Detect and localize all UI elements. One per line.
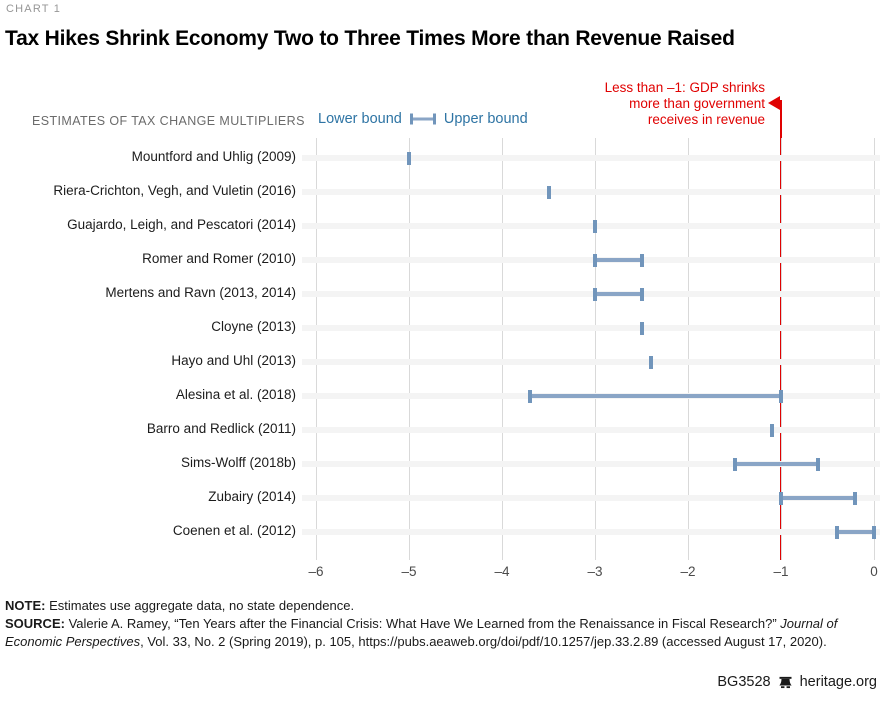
- vertical-gridline: [781, 138, 782, 560]
- plot-area: –6 –5 –4 –3 –2 –1 0 Mountford and Uhlig (2009) R…: [0, 138, 884, 579]
- study-label: Sims-Wolff (2018b): [180, 455, 296, 470]
- study-label: Alesina et al. (2018): [175, 387, 296, 402]
- bound-cap: [853, 492, 858, 505]
- site-name: heritage.org: [799, 674, 877, 690]
- vertical-gridline: [316, 138, 317, 560]
- bound-cap: [816, 458, 821, 471]
- x-axis-tick-label: –1: [773, 564, 789, 579]
- chart-title: Tax Hikes Shrink Economy Two to Three Ti…: [5, 27, 735, 50]
- source-journal: Journal of Economic Perspectives: [5, 616, 838, 649]
- note: NOTE: Estimates use aggregate data, no s…: [5, 597, 879, 615]
- vertical-gridline: [409, 138, 410, 560]
- annotation-line: Less than –1: GDP shrinks: [604, 80, 765, 95]
- study-label: Mertens and Ravn (2013, 2014): [105, 285, 296, 300]
- source-text-prefix: Valerie A. Ramey, “Ten Years after the F…: [64, 616, 781, 631]
- study-label: Riera-Crichton, Vegh, and Vuletin (2016): [53, 183, 296, 198]
- vertical-gridline: [595, 138, 596, 560]
- range-bar: [836, 530, 874, 534]
- reference-annotation: Less than –1: GDP shrinks more than gove…: [605, 80, 765, 128]
- bound-cap: [834, 526, 839, 539]
- vertical-gridline: [502, 138, 503, 560]
- bound-cap: [779, 390, 783, 403]
- bound-cap: [593, 288, 597, 301]
- legend-upper-label: Upper bound: [443, 111, 528, 127]
- range-bar-icon: [409, 113, 436, 125]
- bound-cap: [769, 424, 774, 437]
- row-gridline: [302, 427, 880, 433]
- study-label: Hayo and Uhl (2013): [171, 353, 296, 368]
- bound-cap: [527, 390, 532, 403]
- legend-lower-label: Lower bound: [318, 111, 402, 127]
- study-label: Mountford and Uhlig (2009): [131, 149, 296, 164]
- x-axis-tick-label: –2: [680, 564, 696, 579]
- row-gridline: [302, 359, 880, 365]
- annotation-line: more than government: [629, 96, 765, 111]
- bound-cap: [593, 254, 597, 267]
- bound-cap: [639, 322, 644, 335]
- range-bar: [529, 394, 781, 398]
- x-axis-tick-label: –4: [494, 564, 510, 579]
- chart-subtitle: ESTIMATES OF TAX CHANGE MULTIPLIERS: [32, 114, 305, 128]
- source: SOURCE: Valerie A. Ramey, “Ten Years aft…: [5, 615, 879, 650]
- vertical-gridline: [688, 138, 689, 560]
- left-arrow-icon: [768, 96, 780, 110]
- range-bar: [734, 462, 819, 466]
- report-id: BG3528: [717, 674, 771, 690]
- study-label: Zubairy (2014): [208, 489, 296, 504]
- source-text-suffix: , Vol. 33, No. 2 (Spring 2019), p. 105, …: [140, 633, 827, 649]
- x-axis-tick-label: 0: [870, 564, 878, 579]
- study-label: Romer and Romer (2010): [142, 251, 296, 266]
- row-gridline: [302, 223, 880, 229]
- x-axis-tick-label: –3: [587, 564, 603, 579]
- row-gridline: [302, 257, 880, 263]
- bound-cap: [872, 526, 876, 539]
- bound-cap: [593, 220, 597, 233]
- row-gridline: [302, 495, 880, 501]
- row-gridline: [302, 291, 880, 297]
- note-text: Estimates use aggregate data, no state d…: [45, 598, 355, 613]
- bound-cap: [546, 186, 551, 199]
- row-gridline: [302, 155, 880, 161]
- range-bar: [595, 258, 642, 262]
- annotation-line: receives in revenue: [647, 112, 765, 127]
- row-gridline: [302, 461, 880, 467]
- row-gridline: [302, 189, 880, 195]
- row-gridline: [302, 325, 880, 331]
- note-label: NOTE:: [5, 598, 46, 613]
- legend: Lower bound Upper bound: [318, 111, 528, 127]
- study-label: Guajardo, Leigh, and Pescatori (2014): [67, 217, 296, 232]
- credit: BG3528 heritage.org: [717, 674, 877, 690]
- range-bar: [781, 496, 856, 500]
- bound-cap: [779, 492, 783, 505]
- row-gridline: [302, 529, 880, 535]
- study-label: Cloyne (2013): [211, 319, 296, 334]
- source-label: SOURCE:: [5, 616, 65, 631]
- study-label: Barro and Redlick (2011): [146, 421, 296, 436]
- x-axis-tick-label: –6: [308, 564, 324, 579]
- bound-cap: [732, 458, 737, 471]
- bound-cap: [407, 152, 411, 165]
- study-label: Coenen et al. (2012): [172, 523, 296, 538]
- bound-cap: [639, 288, 644, 301]
- range-bar: [595, 292, 642, 296]
- heritage-bell-icon: [778, 676, 792, 688]
- vertical-gridline: [874, 138, 875, 560]
- x-axis-tick-label: –5: [401, 564, 417, 579]
- chart-kicker: CHART 1: [6, 3, 62, 15]
- bound-cap: [648, 356, 653, 369]
- bound-cap: [639, 254, 644, 267]
